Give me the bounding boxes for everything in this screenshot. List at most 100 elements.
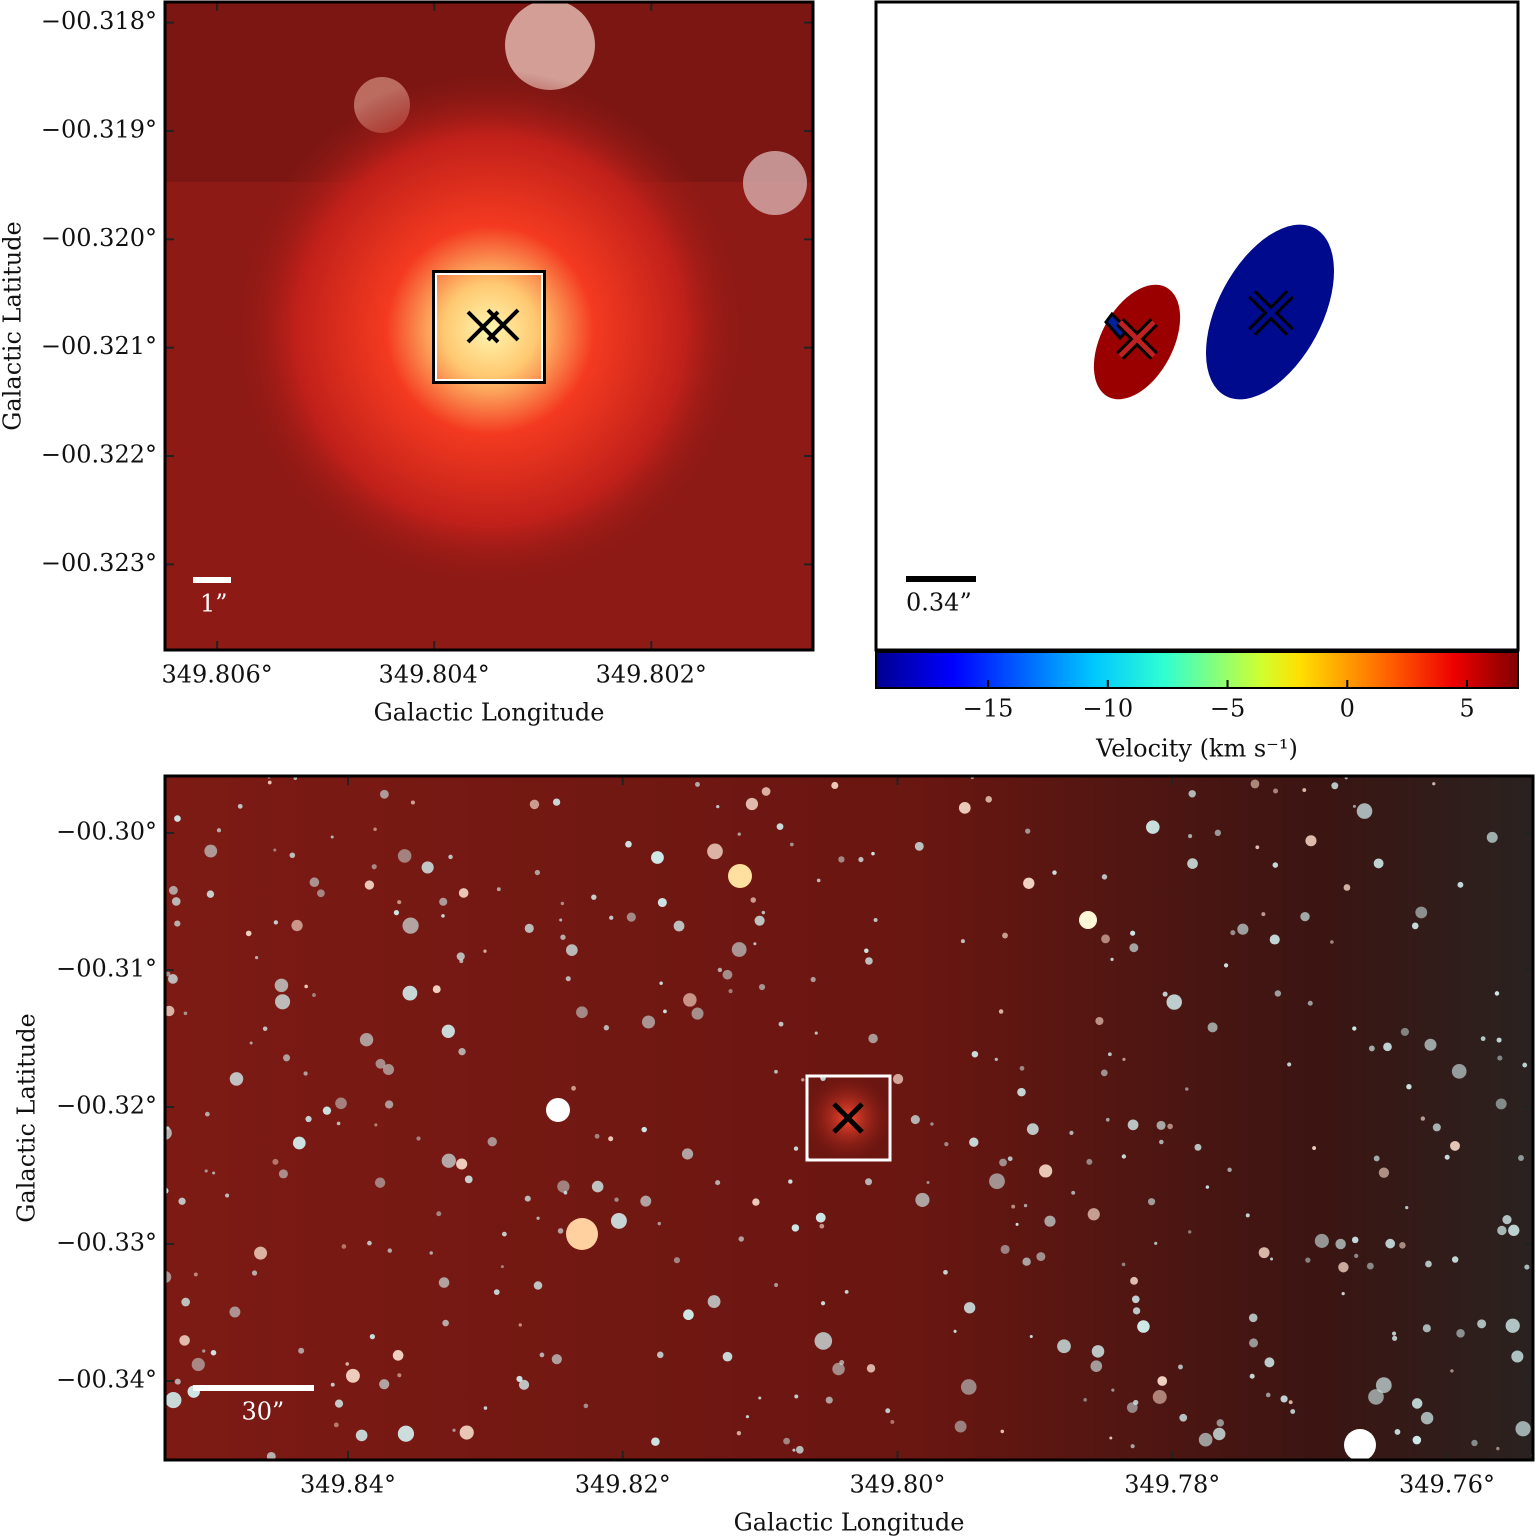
star [274,978,289,993]
star [272,1158,279,1165]
star [1212,1427,1226,1441]
star [1250,779,1260,789]
star [416,1136,421,1141]
star [1000,1244,1010,1254]
star [789,842,794,847]
star [317,889,325,898]
star [1223,963,1229,968]
star [373,827,377,832]
star [441,914,445,918]
star [210,1349,217,1356]
star [303,1071,308,1076]
star [1331,782,1339,790]
y-tick-label: −00.33° [56,1228,157,1256]
star [926,1181,930,1185]
star [1166,994,1182,1010]
star [1518,1155,1524,1161]
star [1497,1055,1503,1061]
star [989,1173,1005,1190]
star [432,985,441,994]
x-tick-label: 349.806° [161,661,272,689]
star [336,1121,341,1126]
star [1412,1435,1422,1445]
star [914,841,924,851]
star [254,956,259,960]
star [832,1362,845,1376]
star [591,1180,604,1193]
star [193,1272,198,1277]
star [1087,1208,1100,1221]
star [563,1190,568,1195]
star [583,1403,589,1409]
star [783,1437,790,1445]
y-tick-label: −00.320° [41,224,157,252]
star [262,1026,268,1031]
cross-marker [832,1102,864,1134]
star [379,1379,390,1390]
star [1312,1146,1317,1150]
star [382,1063,395,1076]
star [758,1396,762,1400]
star [865,957,873,965]
star [1399,1242,1406,1249]
star [459,1425,474,1440]
star [1249,1373,1255,1379]
star [1368,1045,1375,1052]
star [1255,845,1260,850]
star [229,1072,244,1086]
star [722,969,733,980]
star [305,1115,312,1123]
star [1101,934,1110,944]
star [364,880,375,890]
star [174,920,181,927]
star [754,915,765,926]
star [1302,788,1307,792]
star [1079,911,1097,929]
star [625,840,632,848]
star [774,1283,779,1287]
star [330,1382,335,1387]
star [1450,1369,1454,1373]
x-tick-label: 349.80° [850,1471,946,1499]
star [1471,1439,1478,1447]
colorbar-label: Velocity (km s⁻¹) [1095,735,1298,763]
star [278,1169,288,1179]
ellipse-panel [876,2,1518,650]
star [1025,828,1031,834]
star [341,1244,347,1249]
star [1343,884,1351,891]
star [442,1319,449,1327]
star [1227,1167,1232,1173]
star [1152,1389,1167,1404]
star [379,789,389,799]
star [1130,1276,1138,1285]
star [283,1054,291,1062]
star [1352,804,1356,808]
star [165,1126,172,1140]
star [691,1007,704,1020]
star [1121,1262,1126,1267]
star [1100,1069,1108,1077]
star [1194,1143,1202,1151]
star [557,1228,564,1234]
star [1368,1389,1384,1405]
star [728,864,752,888]
star [793,1146,799,1151]
star [206,890,215,898]
star [892,1073,904,1085]
star [1022,1257,1031,1266]
star [204,844,218,858]
star [864,948,869,954]
star [254,1246,268,1260]
y-axis-label: Galactic Latitude [13,1013,41,1223]
star [367,1240,372,1246]
star [1132,1307,1141,1315]
star [229,1306,241,1318]
star [392,1350,404,1361]
star [168,974,178,984]
star [518,1323,522,1327]
star [1354,1253,1359,1258]
star [546,1098,570,1122]
y-tick-label: −00.31° [56,954,157,982]
star [1495,1098,1507,1110]
